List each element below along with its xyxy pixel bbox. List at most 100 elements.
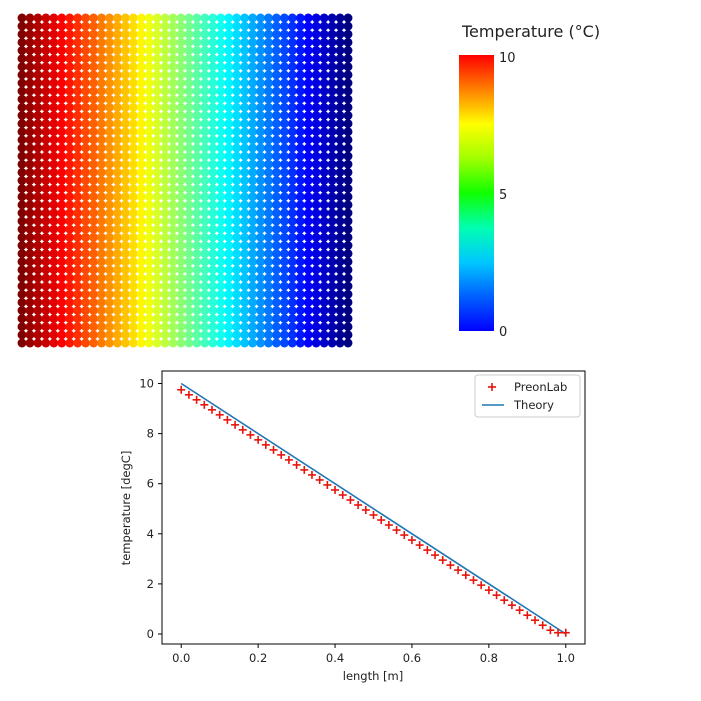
particle [144, 314, 154, 324]
particle [81, 208, 91, 218]
particle [136, 281, 146, 291]
particle [287, 273, 297, 283]
particle [303, 265, 313, 275]
particle [303, 159, 313, 169]
particle [176, 29, 186, 39]
particle [295, 102, 305, 112]
particle [335, 241, 345, 250]
particle-column [311, 13, 321, 348]
particle [168, 127, 178, 137]
particle [25, 127, 35, 137]
particle [248, 322, 258, 332]
particle [287, 37, 297, 47]
particle [57, 13, 67, 23]
particle-column [152, 13, 162, 348]
particle [41, 78, 51, 88]
particle [335, 192, 345, 202]
particle [335, 208, 345, 218]
particle [120, 184, 130, 194]
y-axis-label: temperature [degC] [119, 451, 133, 566]
particle [73, 314, 83, 324]
particle [319, 13, 329, 23]
particle [192, 94, 202, 104]
particle [287, 192, 297, 202]
particle [216, 111, 226, 120]
particle [208, 330, 218, 340]
particle [81, 306, 91, 315]
particle [65, 306, 75, 315]
particle [168, 167, 178, 177]
particle [57, 273, 67, 283]
particle [240, 176, 250, 185]
particle [81, 111, 91, 120]
particle [287, 151, 297, 161]
particle [248, 94, 258, 104]
particle [200, 167, 210, 177]
particle [216, 21, 226, 31]
particle [319, 151, 329, 161]
particle [112, 216, 122, 226]
particle [65, 297, 75, 307]
particle [105, 297, 114, 307]
particle [120, 273, 130, 283]
particle [216, 86, 226, 96]
particle [120, 94, 130, 104]
particle [279, 94, 289, 104]
particle [200, 338, 210, 348]
particle [128, 119, 138, 129]
particle [224, 297, 234, 307]
legend-label-theory: Theory [513, 398, 554, 412]
particle [160, 200, 170, 210]
particle [271, 338, 281, 348]
particle [57, 184, 67, 194]
particle [343, 127, 353, 137]
particle [208, 289, 218, 299]
particle [41, 143, 51, 153]
particle [287, 21, 297, 31]
particle [216, 29, 226, 39]
particle [248, 184, 258, 194]
particle [208, 200, 218, 210]
particle [271, 13, 281, 23]
particle [335, 306, 345, 315]
particle [176, 257, 186, 267]
particle [208, 338, 218, 348]
particle [168, 21, 178, 31]
particle [232, 297, 242, 307]
particle-column [136, 13, 146, 348]
particle [128, 314, 138, 324]
particle [271, 167, 281, 177]
particle [271, 289, 281, 299]
particle [105, 208, 114, 218]
particle [97, 127, 106, 137]
series-marker-preonlab [331, 485, 340, 494]
particle [81, 338, 91, 348]
series-marker-preonlab [338, 490, 347, 499]
colorbar-tick-label: 10 [499, 51, 516, 66]
particle [256, 29, 265, 39]
particle [33, 232, 43, 242]
particle [49, 86, 59, 96]
particle [271, 102, 281, 112]
x-tick-label: 0.4 [326, 651, 344, 665]
particle [224, 94, 234, 104]
particle [224, 13, 234, 23]
particle [287, 119, 297, 129]
particle [33, 322, 43, 332]
particle [49, 232, 59, 242]
particle [264, 306, 273, 315]
particle [184, 78, 194, 88]
particle [160, 159, 170, 169]
particle [112, 241, 122, 250]
particle [49, 297, 59, 307]
series-marker-preonlab [207, 405, 216, 414]
series-marker-preonlab [400, 531, 409, 540]
particle [89, 135, 99, 145]
particle [160, 184, 170, 194]
particle [319, 289, 329, 299]
particle [295, 21, 305, 31]
particle [343, 200, 353, 210]
particle [295, 281, 305, 291]
particle [343, 62, 353, 72]
